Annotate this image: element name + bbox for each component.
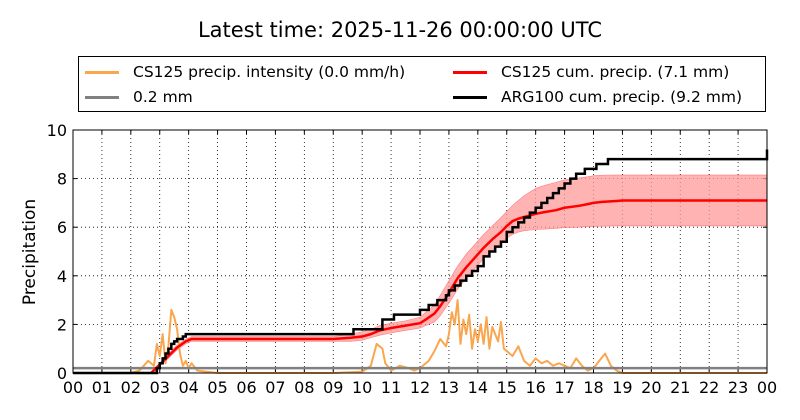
x-tick-label: 02 — [121, 378, 141, 397]
y-tick-label: 2 — [57, 315, 67, 334]
x-tick-label: 22 — [699, 378, 719, 397]
legend-swatch-cs125-cum — [453, 70, 487, 74]
cs125-cumulative-line — [150, 199, 767, 374]
legend-item-arg100-cum: ARG100 cum. precip. (9.2 mm) — [453, 85, 742, 109]
x-tick-label: 20 — [641, 378, 661, 397]
legend-item-cs125-intensity: CS125 precip. intensity (0.0 mm/h) — [85, 60, 405, 84]
x-tick-label: 07 — [265, 378, 285, 397]
x-tick-label: 03 — [150, 378, 170, 397]
cs125-uncertainty-band — [150, 174, 768, 374]
x-tick-label: 18 — [583, 378, 603, 397]
x-tick-label: 09 — [323, 378, 343, 397]
x-tick-label: 14 — [468, 378, 488, 397]
legend-swatch-cs125-intensity — [85, 70, 119, 74]
x-tick-label: 06 — [236, 378, 256, 397]
y-tick-label: 0 — [57, 364, 67, 383]
x-tick-label: 10 — [352, 378, 372, 397]
x-tick-label: 11 — [381, 378, 401, 397]
legend-swatch-arg100-cum — [453, 95, 487, 99]
x-tick-label: 08 — [294, 378, 314, 397]
x-tick-label: 16 — [525, 378, 545, 397]
x-tick-label: 04 — [178, 378, 198, 397]
legend: CS125 precip. intensity (0.0 mm/h) 0.2 m… — [78, 56, 766, 112]
x-tick-label: 01 — [92, 378, 112, 397]
y-tick-label: 8 — [57, 170, 67, 189]
y-tick-label: 10 — [47, 121, 67, 140]
legend-label-arg100-cum: ARG100 cum. precip. (9.2 mm) — [501, 88, 742, 106]
chart-title: Latest time: 2025-11-26 00:00:00 UTC — [197, 18, 603, 42]
legend-label-cs125-cum: CS125 cum. precip. (7.1 mm) — [501, 63, 730, 81]
x-tick-label: 12 — [410, 378, 430, 397]
x-tick-label: 00 — [757, 378, 777, 397]
y-tick-label: 4 — [57, 267, 67, 286]
legend-label-cs125-intensity: CS125 precip. intensity (0.0 mm/h) — [133, 63, 406, 81]
x-tick-label: 00 — [63, 378, 83, 397]
cs125-intensity-line — [130, 299, 767, 374]
x-tick-label: 23 — [728, 378, 748, 397]
plot-frame — [72, 129, 768, 374]
arg100-cumulative-line — [73, 149, 769, 375]
x-tick-label: 17 — [554, 378, 574, 397]
x-tick-label: 05 — [207, 378, 227, 397]
legend-label-threshold: 0.2 mm — [133, 88, 193, 106]
legend-swatch-threshold — [85, 95, 119, 99]
x-tick-label: 13 — [439, 378, 459, 397]
x-tick-label: 19 — [612, 378, 632, 397]
y-tick-label: 6 — [57, 218, 67, 237]
legend-item-threshold: 0.2 mm — [85, 85, 193, 109]
legend-item-cs125-cum: CS125 cum. precip. (7.1 mm) — [453, 60, 729, 84]
x-tick-label: 15 — [497, 378, 517, 397]
x-tick-label: 21 — [670, 378, 690, 397]
